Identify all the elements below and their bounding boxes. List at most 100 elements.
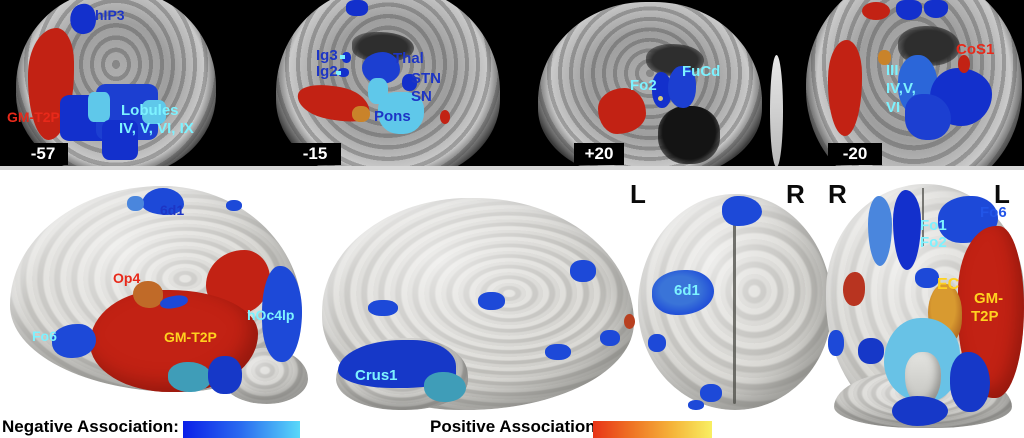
label-slice4-line1: III: [886, 62, 899, 79]
op4-region: [133, 281, 163, 308]
label-fo2-render4: Fo2: [920, 234, 947, 251]
cerebellum-cluster-c: [88, 92, 110, 122]
render2-blue-d: [545, 344, 571, 360]
render2-blue-b: [478, 292, 505, 310]
slice2-head: [276, 0, 500, 168]
label-slice4-line3: VI: [886, 99, 901, 116]
slice4-left-red-strip: [828, 40, 862, 136]
label-sn: SN: [411, 88, 432, 105]
ig-dot-a: [342, 52, 351, 63]
render1-small-blue-top: [226, 200, 242, 211]
label-gmt2p-render4-line2: T2P: [971, 308, 999, 325]
label-ig2: Ig2: [316, 63, 338, 80]
render2-blue-c: [570, 260, 596, 282]
render3-right-marker: R: [786, 179, 805, 209]
slice4-blue-lower: [905, 94, 951, 140]
render4-left-marker: R: [828, 179, 847, 209]
label-fucd: FuCd: [682, 63, 721, 80]
render4-frontal-dark-blue: [893, 190, 921, 270]
label-6d1-render3: 6d1: [674, 282, 700, 299]
render4-blue-bottom-center: [892, 396, 948, 426]
label-thal: Thal: [393, 50, 424, 67]
slice2-orange-blob: [352, 106, 370, 122]
slice2-red-dot: [440, 110, 450, 124]
slice2-top-blue: [346, 0, 368, 16]
label-pons: Pons: [374, 108, 411, 125]
hoc4lp-region: [262, 266, 302, 362]
label-gmt2p-slice1: GM-T2P: [7, 109, 60, 125]
render4-right-marker: L: [994, 179, 1010, 209]
label-fo6-render1: Fo6: [32, 328, 57, 344]
label-fo6-render4: Fo6: [980, 204, 1007, 221]
ig2-pointer: [336, 71, 341, 75]
render4-frontal-light-blue: [868, 196, 892, 266]
label-gmt2p-render1: GM-T2P: [164, 329, 217, 345]
label-stn: STN: [411, 70, 441, 87]
label-gmt2p-render4-line1: GM-: [974, 290, 1004, 307]
label-slice4-line2: IV,V,: [886, 80, 916, 97]
label-op4: Op4: [113, 270, 141, 286]
label-crus1: Crus1: [355, 367, 398, 384]
negative-association-label: Negative Association:: [2, 417, 179, 436]
fucd-region-a: [652, 72, 672, 108]
label-ig3: Ig3: [316, 47, 338, 64]
label-cos1: CoS1: [956, 41, 995, 58]
pons-region: [378, 92, 424, 134]
slice4-top-blue-b: [924, 0, 948, 18]
ig3-pointer: [340, 55, 345, 59]
render3-blue-small-c: [688, 400, 704, 410]
stn-region: [402, 74, 417, 91]
label-fo2-slice3: Fo2: [630, 77, 657, 94]
render4-left-blue-a: [828, 330, 844, 356]
render1-teal-bottom: [168, 362, 212, 392]
slice4-top-red-blob: [862, 2, 890, 20]
render3-6d1-region: [652, 270, 714, 315]
render1-6d1-region-b: [127, 196, 144, 211]
label-hoc4lp: hOc4lp: [247, 307, 295, 323]
label-lobules-line2: IV, V, VI, IX: [119, 120, 194, 137]
slice3-head: [538, 2, 762, 168]
slice4-orange-blob: [878, 50, 891, 65]
render3-blue-small-a: [648, 334, 666, 352]
render4-fissure: [922, 188, 924, 246]
render4-blue-right-cereb: [950, 352, 990, 412]
slice-edge-sliver: [770, 55, 783, 167]
label-6d1-render1: 6d1: [160, 202, 185, 218]
render4-left-red: [843, 272, 865, 306]
slice1-coordinate: -57: [18, 143, 68, 165]
render3-blue-small-b: [700, 384, 722, 402]
render3-fissure: [733, 200, 736, 404]
positive-colorbar: [593, 421, 712, 438]
render2-blue-a: [368, 300, 398, 316]
slice3-coordinate: +20: [574, 143, 624, 165]
row-separator: [0, 166, 1024, 170]
label-hip3: hIP3: [95, 7, 125, 23]
slice3-midbrain-dark: [658, 106, 720, 164]
label-ec: EC: [937, 276, 960, 293]
slice4-coordinate: -20: [828, 143, 882, 165]
negative-colorbar: [183, 421, 300, 438]
render3-left-marker: L: [630, 179, 646, 209]
render3-red-dot: [624, 314, 635, 329]
mri-slice-row: hIP3 GM-T2P Lobules IV, V, VI, IX -57 Ig…: [0, 0, 1024, 168]
render3-blue-right-top: [722, 196, 762, 226]
cos1-region: [958, 55, 970, 73]
cerebellum-cluster-e: [142, 100, 166, 124]
fo6-region-render1: [52, 324, 96, 358]
label-fo1: Fo1: [920, 217, 947, 234]
render1-6d1-region: [142, 188, 184, 215]
render4-center-blue: [915, 268, 939, 288]
render1-blue-bottom: [208, 356, 242, 394]
ig-dot-b: [338, 68, 349, 77]
slice2-coordinate: -15: [289, 143, 341, 165]
slice4-top-blue-a: [896, 0, 922, 20]
slice3-yellow-dot: [658, 96, 663, 101]
render4-blue-left-cereb: [858, 338, 884, 364]
render2-teal: [424, 372, 466, 402]
label-lobules-line1: Lobules: [121, 102, 179, 119]
positive-association-label: Positive Association:: [430, 417, 602, 436]
cerebellum-cluster-d: [102, 120, 138, 160]
slice3-red-blob: [598, 88, 646, 134]
render2-blue-e: [600, 330, 620, 346]
